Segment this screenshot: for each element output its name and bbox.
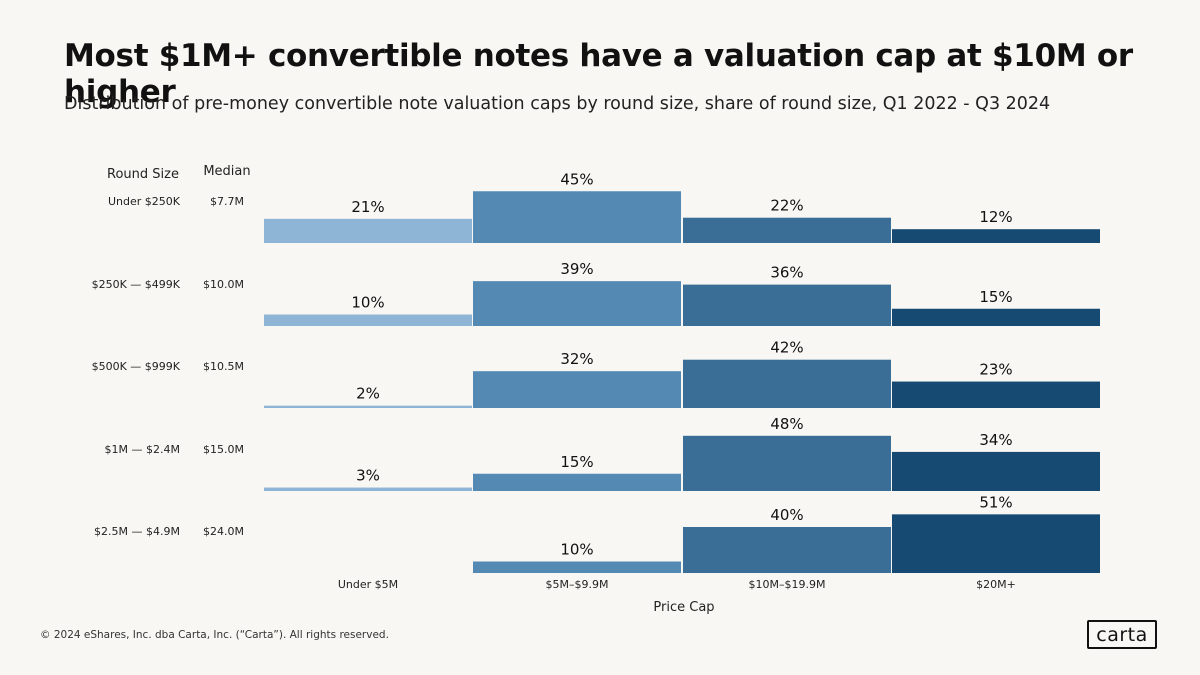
bar: [264, 487, 472, 491]
data-label: 39%: [560, 260, 593, 278]
data-label: 34%: [979, 431, 1012, 449]
round-size-label: $500K — $999K: [92, 360, 181, 373]
bar: [683, 359, 891, 408]
chart-row: $250K — $499K $10.0M 10% 39% 36% 15%: [92, 260, 1100, 326]
round-size-label: $250K — $499K: [92, 278, 181, 291]
data-label: 10%: [560, 541, 593, 559]
x-axis-ticks: Under $5M $5M–$9.9M $10M–$19.9M $20M+: [338, 578, 1016, 591]
x-tick-label: $10M–$19.9M: [749, 578, 826, 591]
median-label: $15.0M: [203, 443, 244, 456]
carta-logo: carta: [1087, 620, 1157, 649]
x-axis-label: Price Cap: [653, 600, 714, 615]
bar: [892, 308, 1100, 326]
chart-subtitle: Distribution of pre-money convertible no…: [64, 94, 1051, 114]
chart-title: Most $1M+ convertible notes have a valua…: [64, 38, 1133, 110]
chart-row: $2.5M — $4.9M $24.0M 10% 40% 51%: [94, 493, 1100, 573]
bar: [473, 561, 681, 573]
bar: [683, 435, 891, 491]
data-label: 21%: [351, 198, 384, 216]
median-label: $7.7M: [210, 195, 244, 208]
x-tick-label: $20M+: [976, 578, 1016, 591]
bar: [264, 314, 472, 326]
round-size-label: $1M — $2.4M: [105, 443, 180, 456]
bar: [473, 371, 681, 408]
bar: [683, 527, 891, 573]
bar: [892, 381, 1100, 408]
bar: [892, 451, 1100, 491]
data-label: 3%: [356, 467, 380, 485]
x-tick-label: Under $5M: [338, 578, 398, 591]
median-header: Median: [203, 164, 250, 179]
data-label: 10%: [351, 294, 384, 312]
data-label: 12%: [979, 208, 1012, 226]
round-size-label: $2.5M — $4.9M: [94, 525, 180, 538]
bar: [264, 218, 472, 243]
chart-row: $500K — $999K $10.5M 2% 32% 42% 23%: [92, 339, 1100, 408]
bar: [683, 217, 891, 243]
median-label: $10.0M: [203, 278, 244, 291]
data-label: 22%: [770, 197, 803, 215]
chart-rows: Under $250K $7.7M 21% 45% 22% 12% $250K — $499…: [92, 170, 1100, 573]
data-label: 36%: [770, 264, 803, 282]
data-label: 15%: [560, 453, 593, 471]
data-label: 51%: [979, 493, 1012, 511]
data-label: 48%: [770, 415, 803, 433]
median-label: $24.0M: [203, 525, 244, 538]
round-size-label: Under $250K: [108, 195, 181, 208]
bar: [892, 514, 1100, 573]
bar: [473, 281, 681, 326]
data-label: 45%: [560, 170, 593, 188]
median-label: $10.5M: [203, 360, 244, 373]
data-label: 32%: [560, 350, 593, 368]
chart: Round Size Median Price Cap Under $250K $…: [92, 164, 1100, 615]
data-label: 15%: [979, 288, 1012, 306]
bar: [473, 191, 681, 243]
bar: [264, 405, 472, 408]
copyright-notice: © 2024 eShares, Inc. dba Carta, Inc. (“C…: [40, 629, 389, 641]
round-size-header: Round Size: [107, 167, 179, 182]
data-label: 23%: [979, 361, 1012, 379]
data-label: 40%: [770, 506, 803, 524]
data-label: 2%: [356, 385, 380, 403]
bar: [683, 284, 891, 326]
chart-row: $1M — $2.4M $15.0M 3% 15% 48% 34%: [105, 415, 1100, 491]
bar: [473, 473, 681, 491]
data-label: 42%: [770, 339, 803, 357]
bar: [892, 229, 1100, 243]
x-tick-label: $5M–$9.9M: [546, 578, 609, 591]
chart-row: Under $250K $7.7M 21% 45% 22% 12%: [108, 170, 1100, 243]
